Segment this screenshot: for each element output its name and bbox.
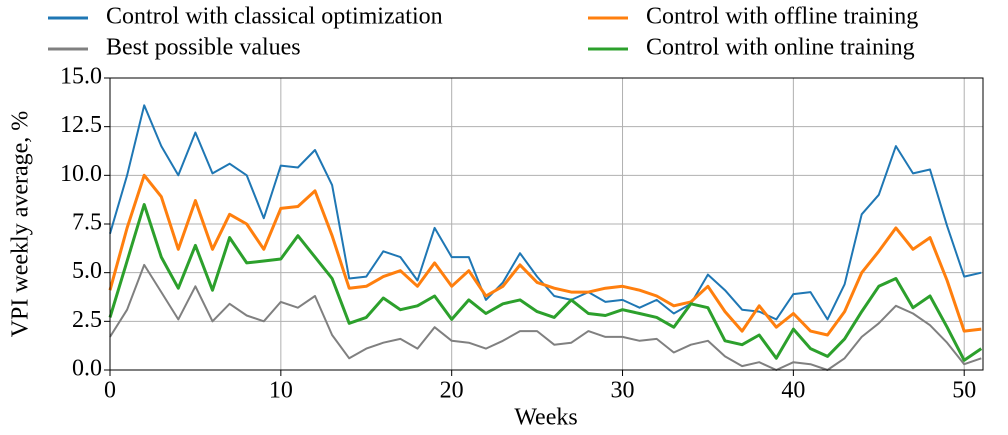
x-axis-label: Weeks (514, 405, 577, 431)
x-tick-label: 10 (269, 378, 293, 404)
x-tick-label: 30 (611, 378, 635, 404)
x-tick-label: 20 (440, 378, 464, 404)
y-tick-label: 15.0 (60, 64, 102, 90)
x-tick-label: 0 (104, 378, 116, 404)
y-tick-label: 7.5 (72, 210, 102, 236)
y-tick-label: 10.0 (60, 161, 102, 187)
y-tick-label: 12.5 (60, 112, 102, 138)
y-axis-label: VPI weekly average, % (8, 111, 34, 338)
x-tick-label: 50 (952, 378, 976, 404)
legend-label: Control with online training (646, 35, 915, 61)
legend-label: Control with offline training (646, 4, 918, 30)
data-line (108, 203, 983, 362)
data-line (109, 263, 982, 371)
data-line (108, 173, 982, 337)
x-tick-label: 40 (781, 378, 805, 404)
plot-frame (109, 77, 984, 371)
y-tick-label: 5.0 (72, 258, 102, 284)
legend-label: Control with classical optimization (106, 4, 443, 30)
y-tick-label: 2.5 (72, 307, 102, 333)
data-line (109, 104, 982, 321)
legend-label: Best possible values (106, 35, 301, 61)
y-tick-label: 0.0 (72, 356, 102, 382)
